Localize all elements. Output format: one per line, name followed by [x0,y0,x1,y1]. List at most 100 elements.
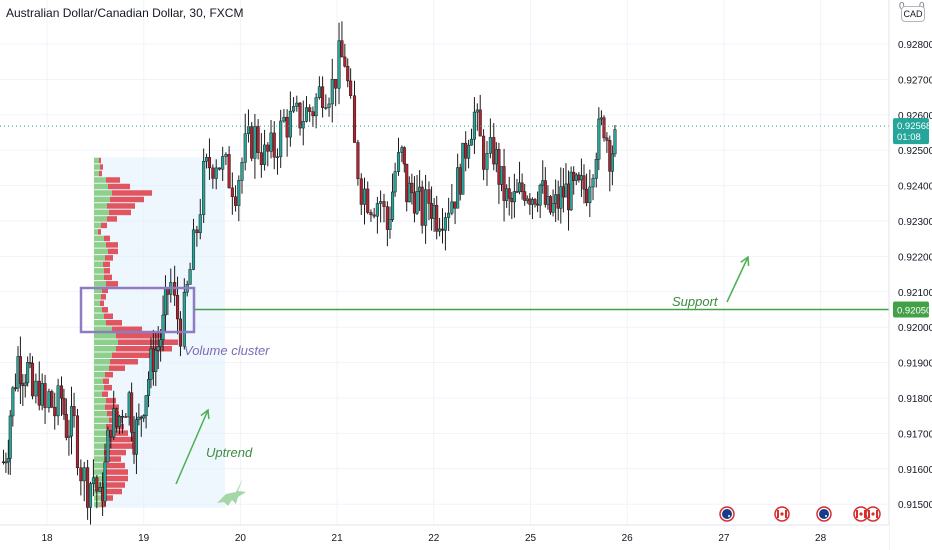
flag-stripe [785,510,787,518]
time-tick-label: 26 [622,533,634,544]
candle-bull [538,184,542,206]
candle-bull [432,205,436,219]
volume-bar-bear [116,345,172,352]
volume-bar-bear [102,391,108,397]
candle-bear [75,415,80,469]
support-arrow-head [740,255,750,267]
candle-bear [507,188,511,199]
volume-bar-bear [104,488,122,495]
candle-bull [275,156,280,158]
candle-bear [256,126,260,153]
candle-bull [6,458,10,463]
volume-bar-bull [94,242,106,248]
volume-bar-bull [94,255,105,261]
jet-icon [217,478,246,506]
volume-bar-bear [109,209,131,216]
candle-bear [405,163,409,203]
candle-bull [221,156,225,170]
bar-countdown: 01:08 [897,132,921,143]
currency-button[interactable]: CAD [901,6,925,22]
candle-bull [559,186,563,209]
volume-bar-bear [103,482,125,488]
candle-bear [402,147,406,165]
candle-bear [86,467,90,508]
volume-bar-bull [94,216,107,222]
candle-bull [415,190,419,214]
candle-bull [91,477,95,484]
flag-leaf [780,512,784,516]
volume-bar-bear [100,300,104,307]
candle-bear [195,229,199,234]
volume-bar-bear [104,449,126,456]
candle-bear [556,194,560,209]
time-tick-label: 25 [525,533,537,544]
candle-bull [424,189,428,226]
candle-bull [488,137,492,154]
price-tick-label: 0.91900 [898,359,932,370]
candle-bear [120,415,124,418]
candle-bull [304,107,309,122]
candle-bear [308,107,312,112]
volume-bar-bear [105,404,119,410]
candle-bear [585,188,589,204]
volume-bar-bull [94,436,108,443]
candle-bull [26,362,30,384]
price-tick-label: 0.92700 [898,75,932,86]
volume-bar-bear [116,333,164,339]
candle-bull [450,201,454,214]
candle-bull [379,201,383,204]
candle-bear [566,183,571,211]
price-tick-label: 0.91600 [898,465,932,476]
uptrend-arrow-head [200,408,210,420]
volume-bar-bear [112,190,152,196]
volume-bar-bear [104,475,128,482]
candle-bull [47,391,51,409]
candle-bull [156,346,160,351]
volume-bar-bear [106,242,118,248]
candle-bear [234,196,238,206]
volume-bar-bear [103,378,109,384]
volume-bar-bull [94,430,106,436]
candle-bull [191,229,196,270]
candle-bear [230,187,234,197]
volume-bar-bull [94,170,99,177]
candle-bull [597,118,601,160]
candle-bull [11,387,15,417]
price-tick-label: 0.91500 [898,500,932,511]
volume-bar-bear [110,196,144,203]
last-price-value: 0.92568 [897,121,931,132]
candle-bear [372,214,376,217]
candle-bear [59,385,64,399]
candle-bear [321,86,325,108]
time-axis[interactable] [0,525,889,550]
candle-bull [292,106,296,112]
candle-bear [130,392,134,433]
candle-bull [337,40,341,89]
candle-bull [447,212,451,218]
price-axis[interactable] [889,0,932,550]
candle-bull [117,415,122,427]
volume-bar-bull [94,157,99,164]
candle-bear [50,391,54,408]
volume-cluster-label: Volume cluster [184,343,270,358]
candle-bear [523,191,527,201]
candle-bull [461,142,465,195]
candle-bull [240,162,244,181]
candle-bull [23,382,27,387]
price-tick-label: 0.92100 [898,288,932,299]
candle-bull [4,461,8,464]
economic-events[interactable] [719,506,881,522]
candle-bear [435,205,439,232]
time-tick-label: 28 [815,533,827,544]
candle-bear [602,117,606,139]
volume-bar-bull [94,410,107,417]
candle-bull [574,174,578,181]
candle-bull [591,178,595,188]
candle-bear [64,414,68,438]
chart-title: Australian Dollar/Canadian Dollar, 30, F… [6,6,244,20]
volume-bar-bull [94,333,116,339]
candle-bull [161,314,165,340]
flag-field [819,509,829,519]
volume-bar-bull [94,326,112,333]
